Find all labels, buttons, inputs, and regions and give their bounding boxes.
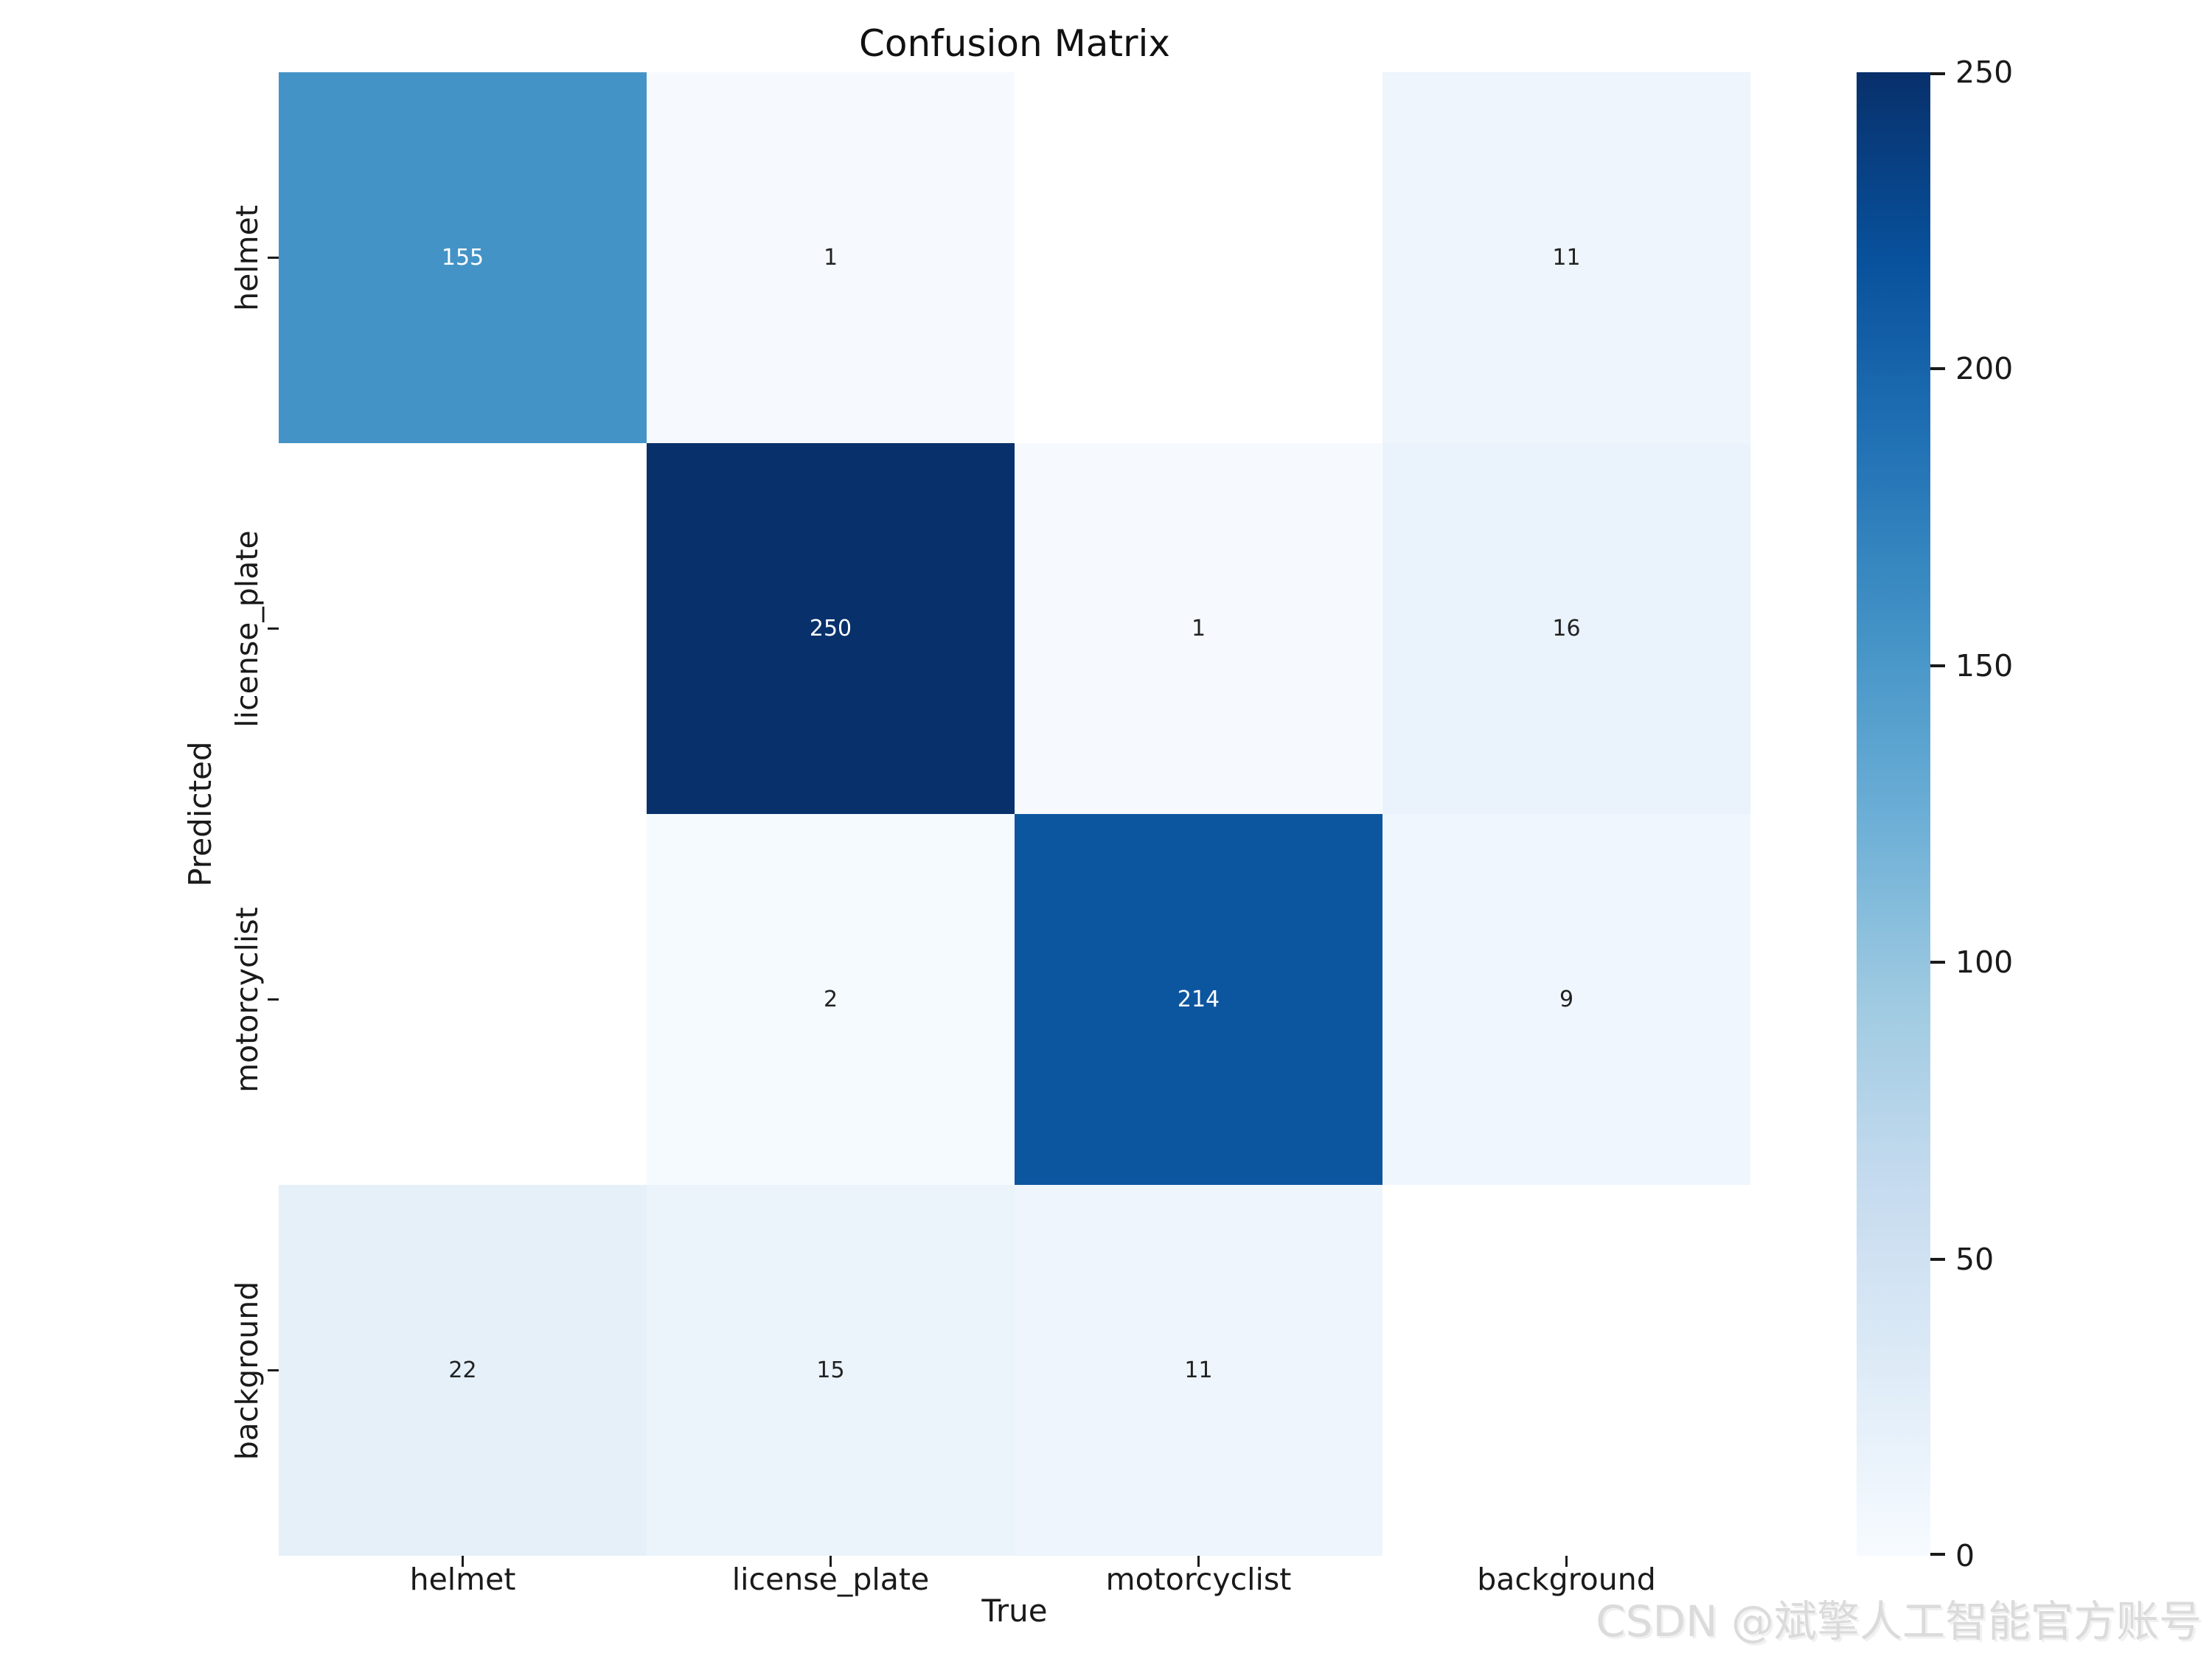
x-tick-mark bbox=[1197, 1556, 1200, 1567]
colorbar-tick-label-0: 0 bbox=[1955, 1538, 1975, 1573]
y-axis-label: Predicted bbox=[182, 741, 218, 887]
colorbar-tick-mark bbox=[1930, 72, 1945, 75]
colorbar-tick-mark bbox=[1930, 664, 1945, 667]
heatmap-cell-license_plate-background: 16 bbox=[1382, 443, 1750, 814]
colorbar bbox=[1857, 72, 1930, 1556]
x-tick-mark bbox=[462, 1556, 464, 1567]
heatmap-cell-license_plate-helmet bbox=[279, 443, 647, 814]
colorbar-tick-label-50: 50 bbox=[1955, 1241, 1994, 1277]
heatmap-cell-background-background bbox=[1382, 1185, 1750, 1556]
heatmap-cell-background-license_plate: 15 bbox=[647, 1185, 1015, 1556]
heatmap-cell-background-helmet: 22 bbox=[279, 1185, 647, 1556]
y-tick-mark bbox=[268, 627, 279, 630]
heatmap-cell-license_plate-motorcyclist: 1 bbox=[1015, 443, 1382, 814]
x-tick-label-background: background bbox=[1477, 1562, 1656, 1597]
x-tick-label-helmet: helmet bbox=[409, 1562, 516, 1597]
heatmap-cell-helmet-motorcyclist bbox=[1015, 72, 1382, 443]
colorbar-tick-label-200: 200 bbox=[1955, 351, 2014, 387]
heatmap-cell-helmet-background: 11 bbox=[1382, 72, 1750, 443]
heatmap-cell-motorcyclist-license_plate: 2 bbox=[647, 814, 1015, 1185]
y-tick-label-motorcyclist: motorcyclist bbox=[229, 906, 265, 1093]
colorbar-tick-mark bbox=[1930, 1257, 1945, 1261]
heatmap-cell-motorcyclist-motorcyclist: 214 bbox=[1015, 814, 1382, 1185]
heatmap-cell-motorcyclist-background: 9 bbox=[1382, 814, 1750, 1185]
y-tick-mark bbox=[268, 1369, 279, 1371]
x-tick-label-license_plate: license_plate bbox=[731, 1562, 930, 1597]
colorbar-tick-label-100: 100 bbox=[1955, 945, 2014, 981]
heatmap-cell-helmet-license_plate: 1 bbox=[647, 72, 1015, 443]
y-tick-label-license_plate: license_plate bbox=[229, 529, 265, 728]
y-tick-label-background: background bbox=[229, 1281, 265, 1460]
x-tick-label-motorcyclist: motorcyclist bbox=[1105, 1562, 1292, 1597]
colorbar-tick-mark bbox=[1930, 1553, 1945, 1556]
heatmap-cell-license_plate-license_plate: 250 bbox=[647, 443, 1015, 814]
colorbar-tick-mark bbox=[1930, 961, 1945, 964]
x-axis-label: True bbox=[981, 1593, 1048, 1629]
colorbar-tick-mark bbox=[1930, 367, 1945, 371]
heatmap-cell-background-motorcyclist: 11 bbox=[1015, 1185, 1382, 1556]
y-tick-label-helmet: helmet bbox=[229, 204, 265, 311]
colorbar-tick-label-150: 150 bbox=[1955, 647, 2014, 684]
heatmap-grid: 155 1 11 250 1 16 2 214 9 22 15 11 bbox=[279, 72, 1750, 1556]
x-tick-mark bbox=[1565, 1556, 1568, 1567]
y-tick-mark bbox=[268, 998, 279, 1001]
x-tick-mark bbox=[830, 1556, 832, 1567]
heatmap-cell-motorcyclist-helmet bbox=[279, 814, 647, 1185]
heatmap-cell-helmet-helmet: 155 bbox=[279, 72, 647, 443]
colorbar-tick-label-250: 250 bbox=[1955, 55, 2014, 90]
y-tick-mark bbox=[268, 257, 279, 259]
chart-title: Confusion Matrix bbox=[858, 22, 1171, 65]
watermark: CSDN @斌擎人工智能官方账号 bbox=[1596, 1596, 2202, 1646]
